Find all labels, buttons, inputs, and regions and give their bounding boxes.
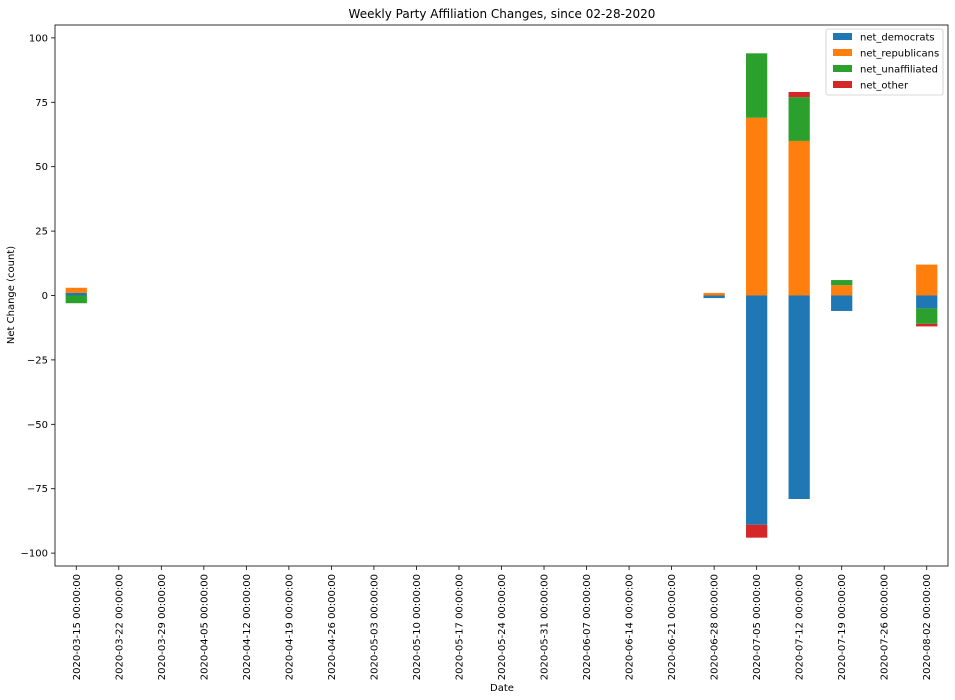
bar-net-unaffiliated-17 bbox=[788, 97, 810, 141]
x-tick-label: 2020-05-03 00:00:00 bbox=[369, 574, 380, 680]
plot-frame bbox=[54, 24, 949, 567]
x-tick-label: 2020-07-19 00:00:00 bbox=[837, 574, 848, 680]
bar-net-democrats-0 bbox=[65, 292, 87, 296]
bar-net-republicans-16 bbox=[746, 117, 768, 296]
bar-net-republicans-20 bbox=[916, 264, 938, 296]
x-tick-label: 2020-06-14 00:00:00 bbox=[625, 574, 636, 680]
bar-net-democrats-17 bbox=[788, 295, 810, 500]
y-axis-label: Net Change (count) bbox=[6, 246, 17, 344]
bar-net-republicans-0 bbox=[65, 287, 87, 293]
plot-area: 100 75 50 25 0 −25 −50 −75 −100 2020-03-15 00:00… bbox=[21, 24, 949, 680]
x-tick-label: 2020-05-24 00:00:00 bbox=[497, 574, 508, 680]
y-tick-label: −25 bbox=[27, 355, 48, 366]
x-tick-label: 2020-04-12 00:00:00 bbox=[242, 574, 253, 680]
y-axis: 100 75 50 25 0 −25 −50 −75 −100 bbox=[21, 33, 55, 560]
y-tick-label: 0 bbox=[42, 291, 48, 302]
bar-net-republicans-18 bbox=[831, 285, 853, 296]
legend-label-net-republicans: net_republicans bbox=[860, 49, 939, 60]
y-tick-label: 25 bbox=[35, 227, 48, 238]
bar-net-democrats-15 bbox=[703, 295, 725, 299]
legend: net_democrats net_republicans net_unaffili… bbox=[825, 28, 944, 96]
bar-net-unaffiliated-18 bbox=[831, 280, 853, 286]
bar-net-unaffiliated-16 bbox=[746, 53, 768, 118]
x-tick-label: 2020-03-29 00:00:00 bbox=[157, 574, 168, 680]
bar-net-democrats-16 bbox=[746, 295, 768, 525]
legend-swatch-net-democrats bbox=[833, 33, 852, 40]
bars-group bbox=[65, 53, 938, 538]
x-tick-label: 2020-06-07 00:00:00 bbox=[582, 574, 593, 680]
x-tick-label: 2020-07-12 00:00:00 bbox=[795, 574, 806, 680]
legend-swatch-net-unaffiliated bbox=[833, 65, 852, 72]
x-axis-label: Date bbox=[490, 683, 514, 694]
x-tick-label: 2020-06-21 00:00:00 bbox=[667, 574, 678, 680]
x-tick-label: 2020-03-15 00:00:00 bbox=[72, 574, 83, 680]
x-tick-label: 2020-07-05 00:00:00 bbox=[752, 574, 763, 680]
bar-net-unaffiliated-0 bbox=[65, 295, 87, 304]
x-tick-label: 2020-06-28 00:00:00 bbox=[710, 574, 721, 680]
x-tick-label: 2020-05-17 00:00:00 bbox=[454, 574, 465, 680]
bar-net-other-17 bbox=[788, 91, 810, 98]
y-tick-label: 50 bbox=[35, 162, 48, 173]
legend-frame bbox=[825, 28, 944, 96]
bar-net-other-16 bbox=[746, 524, 768, 538]
y-tick-label: −75 bbox=[27, 484, 48, 495]
legend-swatch-net-republicans bbox=[833, 49, 852, 56]
x-tick-label: 2020-03-22 00:00:00 bbox=[114, 574, 125, 680]
legend-label-net-democrats: net_democrats bbox=[860, 33, 935, 44]
y-tick-label: 100 bbox=[29, 33, 48, 44]
y-tick-label: −50 bbox=[27, 420, 48, 431]
bar-net-other-20 bbox=[916, 323, 938, 327]
legend-swatch-net-other bbox=[833, 81, 852, 88]
y-tick-label: 75 bbox=[35, 98, 48, 109]
legend-label-net-unaffiliated: net_unaffiliated bbox=[860, 65, 938, 76]
x-tick-label: 2020-05-31 00:00:00 bbox=[540, 574, 551, 680]
y-tick-label: −100 bbox=[21, 549, 48, 560]
x-tick-label: 2020-05-10 00:00:00 bbox=[412, 574, 423, 680]
bar-net-republicans-15 bbox=[703, 292, 725, 296]
chart-title: Weekly Party Affiliation Changes, since … bbox=[349, 7, 656, 21]
bar-net-republicans-17 bbox=[788, 140, 810, 296]
x-axis: 2020-03-15 00:00:00 2020-03-22 00:00:00 20… bbox=[72, 566, 933, 680]
x-tick-label: 2020-04-19 00:00:00 bbox=[284, 574, 295, 680]
x-tick-label: 2020-04-26 00:00:00 bbox=[327, 574, 338, 680]
bar-net-unaffiliated-20 bbox=[916, 308, 938, 324]
bar-net-democrats-20 bbox=[916, 295, 938, 309]
x-tick-label: 2020-08-02 00:00:00 bbox=[922, 574, 933, 680]
bar-net-democrats-18 bbox=[831, 295, 853, 311]
x-tick-label: 2020-04-05 00:00:00 bbox=[199, 574, 210, 680]
legend-label-net-other: net_other bbox=[860, 81, 909, 92]
x-tick-label: 2020-07-26 00:00:00 bbox=[880, 574, 891, 680]
